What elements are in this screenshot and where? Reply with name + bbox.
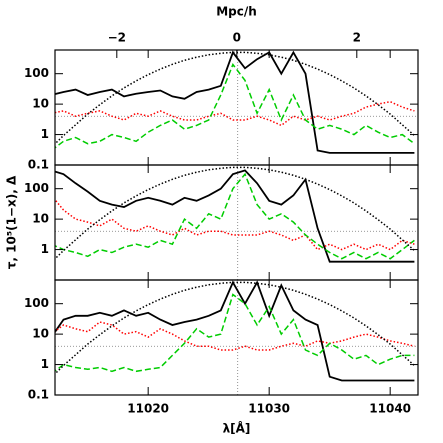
y-tick-label: 100 xyxy=(24,181,49,195)
x2-tick-label: 0 xyxy=(233,31,241,45)
data-line xyxy=(55,50,415,154)
y-tick-label: 10 xyxy=(32,327,49,341)
y-tick-label: 1 xyxy=(41,127,49,141)
x-tick-label: 11030 xyxy=(248,402,290,416)
data-line xyxy=(55,293,415,373)
plot-area xyxy=(55,50,418,165)
data-line xyxy=(55,100,415,127)
data-line xyxy=(55,198,415,251)
y-tick-label: 0.1 xyxy=(28,158,49,172)
x2-tick-label: 2 xyxy=(353,31,361,45)
panel-frame xyxy=(54,279,419,396)
x-axis-label: λ[Å] xyxy=(223,421,251,436)
y-tick-label: 0.1 xyxy=(28,388,49,402)
x2-tick-label: −2 xyxy=(108,31,126,45)
y-tick-label: 1 xyxy=(41,242,49,256)
x2-axis-label: Mpc/h xyxy=(216,5,257,19)
plot-area xyxy=(55,165,418,280)
y-tick-label: 10 xyxy=(32,97,49,111)
data-line xyxy=(55,172,415,260)
y-tick-label: 10 xyxy=(32,212,49,226)
x-tick-label: 11020 xyxy=(127,402,169,416)
y-axis-label: τ, 10⁵(1−x), Δ xyxy=(5,175,19,269)
data-line xyxy=(55,51,415,145)
data-line xyxy=(55,62,415,149)
data-line xyxy=(55,280,415,382)
y-tick-label: 100 xyxy=(24,66,49,80)
panel-frame xyxy=(54,49,419,166)
y-tick-label: 1 xyxy=(41,357,49,371)
panel-frame xyxy=(54,164,419,281)
y-tick-label: 100 xyxy=(24,296,49,310)
plot-area xyxy=(55,280,418,395)
x-tick-label: 11040 xyxy=(369,402,411,416)
data-line xyxy=(55,169,415,263)
data-line xyxy=(55,166,415,260)
data-line xyxy=(55,321,415,351)
